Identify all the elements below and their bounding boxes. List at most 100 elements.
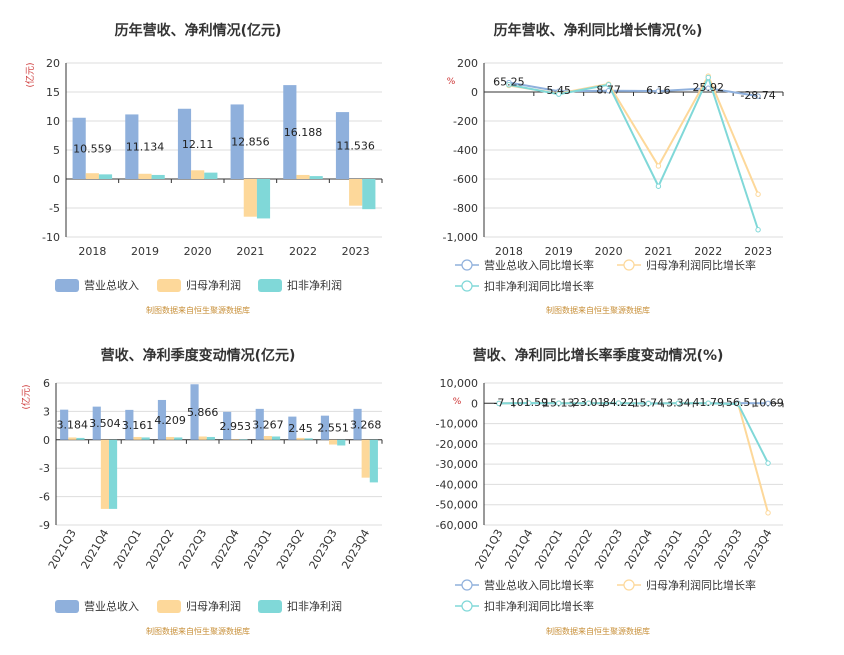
y-tick-label: -60,000 <box>436 519 478 532</box>
legend-label: 营业总收入 <box>84 278 139 292</box>
bar-2 <box>68 437 76 439</box>
legend-label: 营业总收入 <box>84 599 139 613</box>
data-label: 3.268 <box>350 418 382 431</box>
x-tick-label: 2022Q2 <box>144 527 177 571</box>
bar-2 <box>191 170 204 179</box>
x-tick-label: 2023Q3 <box>307 527 340 571</box>
x-tick-label: 2023Q1 <box>652 527 685 571</box>
x-tick-label: 2023Q2 <box>682 527 715 571</box>
y-tick-label: -40,000 <box>436 478 478 491</box>
y-tick-label: -10,000 <box>436 418 478 431</box>
x-tick-label: 2021Q3 <box>46 527 79 571</box>
x-tick-label: 2021Q3 <box>472 527 505 571</box>
data-label: 5.45 <box>547 84 572 97</box>
data-label: 3.184 <box>57 419 89 432</box>
data-label: 10.69 <box>752 396 784 409</box>
y-tick-label: -30,000 <box>436 458 478 471</box>
series-line-3 <box>509 78 758 230</box>
bar-3 <box>76 438 84 440</box>
bar-3 <box>239 440 247 441</box>
x-tick-label: 2019 <box>545 245 573 258</box>
source-note: 制图数据来自恒生聚源数据库 <box>546 305 650 315</box>
legend-marker <box>624 260 634 270</box>
y-tick-label: -20,000 <box>436 438 478 451</box>
x-tick-label: 2023Q2 <box>274 527 307 571</box>
y-tick-label: 15 <box>46 86 60 99</box>
data-label: 15.13 <box>543 396 575 409</box>
legend-swatch <box>258 279 282 292</box>
unit-label: % <box>447 77 456 87</box>
y-tick-label: -9 <box>39 519 50 532</box>
data-label: 2.953 <box>220 420 252 433</box>
x-tick-label: 2022Q3 <box>176 527 209 571</box>
x-tick-label: 2021 <box>644 245 672 258</box>
data-label: 3.34 <box>666 396 691 409</box>
chart-2: 历年营收、净利同比增长情况(%)%-1,000-800-600-400-2000… <box>443 22 783 315</box>
x-tick-label: 2022Q2 <box>562 527 595 571</box>
data-label: 5.866 <box>187 406 219 419</box>
legend-label: 归母净利润同比增长率 <box>646 258 756 272</box>
unit-label: (亿元) <box>24 62 36 87</box>
data-label: 65.25 <box>493 76 525 89</box>
source-note: 制图数据来自恒生聚源数据库 <box>146 305 250 315</box>
bar-2 <box>244 179 257 217</box>
bar-3 <box>272 436 280 439</box>
bar-3 <box>99 174 112 179</box>
y-tick-label: 10,000 <box>440 377 479 390</box>
series-point-3 <box>756 228 760 232</box>
legend-marker <box>462 580 472 590</box>
data-label: 15.74 <box>633 396 665 409</box>
chart-title: 历年营收、净利同比增长情况(%) <box>494 22 703 39</box>
series-line-2 <box>499 403 768 513</box>
bar-2 <box>296 175 309 179</box>
y-tick-label: -50,000 <box>436 499 478 512</box>
data-label: 3.267 <box>252 418 284 431</box>
legend-label: 归母净利润同比增长率 <box>646 578 756 592</box>
data-label: -7 <box>493 396 504 409</box>
series-point-3 <box>706 75 710 79</box>
unit-label: (亿元) <box>20 384 32 409</box>
data-label: 11.536 <box>336 140 375 153</box>
bar-2 <box>349 179 362 206</box>
legend-label: 扣非净利润同比增长率 <box>484 279 594 293</box>
y-tick-label: -800 <box>453 202 478 215</box>
x-tick-label: 2023Q4 <box>339 527 372 571</box>
legend-label: 扣非净利润 <box>287 599 342 613</box>
legend-marker <box>462 281 472 291</box>
legend-label: 扣非净利润同比增长率 <box>484 599 594 613</box>
y-tick-label: 6 <box>43 377 50 390</box>
y-tick-label: -1,000 <box>443 231 478 244</box>
bar-3 <box>305 438 313 439</box>
data-label: 11.134 <box>126 141 165 154</box>
y-tick-label: -400 <box>453 144 478 157</box>
data-label: 25.92 <box>693 81 725 94</box>
data-label: 3.504 <box>89 417 121 430</box>
y-tick-label: 200 <box>457 57 478 70</box>
x-tick-label: 2023 <box>744 245 772 258</box>
data-label: 4.209 <box>154 414 186 427</box>
bar-3 <box>204 173 217 179</box>
y-tick-label: -600 <box>453 173 478 186</box>
series-point-3 <box>766 461 770 465</box>
x-tick-label: 2022Q4 <box>209 527 242 571</box>
data-label: 2.45 <box>288 422 313 435</box>
legend-swatch <box>55 600 79 613</box>
series-point-2 <box>756 192 760 196</box>
x-tick-label: 2023 <box>342 245 370 258</box>
series-line-3 <box>499 403 768 463</box>
y-tick-label: -5 <box>49 202 60 215</box>
chart-title: 历年营收、净利情况(亿元) <box>115 22 282 39</box>
source-note: 制图数据来自恒生聚源数据库 <box>146 626 250 636</box>
bar-3 <box>142 437 150 439</box>
legend-label: 扣非净利润 <box>287 278 342 292</box>
data-label: 16.188 <box>284 126 323 139</box>
x-tick-label: 2018 <box>495 245 523 258</box>
bar-2 <box>329 440 337 445</box>
x-tick-label: 2022Q1 <box>532 527 565 571</box>
bar-2 <box>166 437 174 440</box>
data-label: 12.856 <box>231 136 270 149</box>
x-tick-label: 2022 <box>289 245 317 258</box>
x-tick-label: 2020 <box>595 245 623 258</box>
